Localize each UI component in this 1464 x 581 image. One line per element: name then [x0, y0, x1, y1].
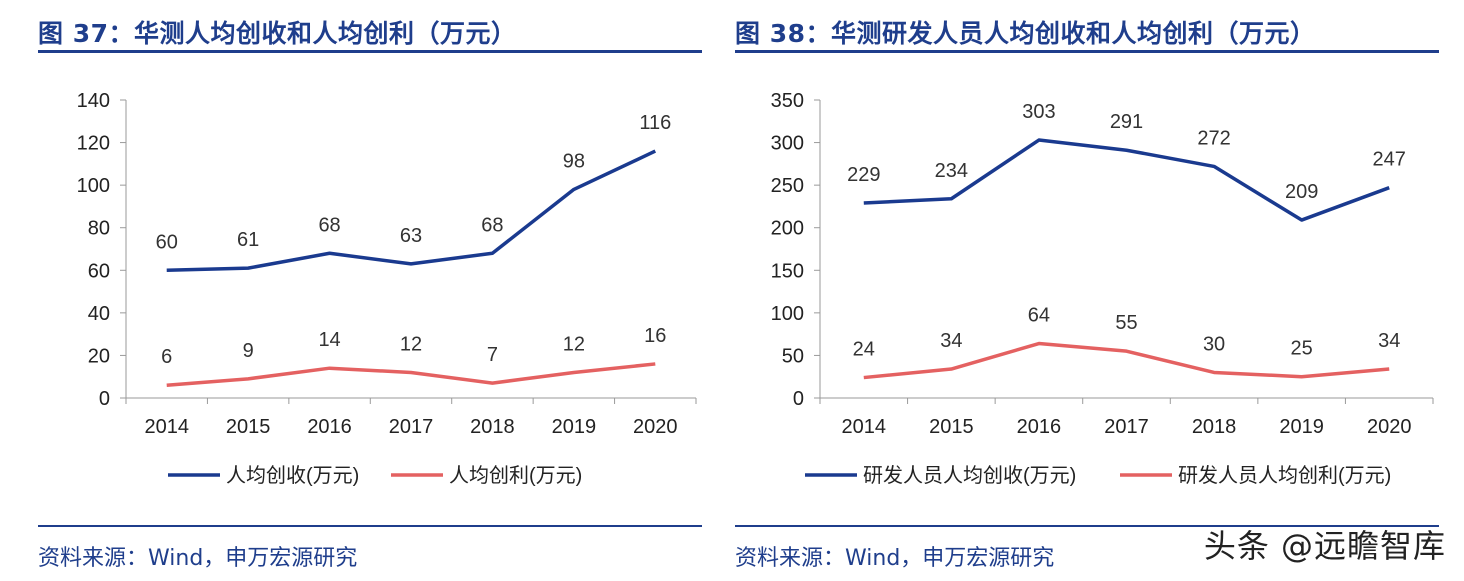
title-rule	[735, 50, 1439, 53]
x-tick-label: 2019	[552, 416, 597, 438]
data-label: 63	[400, 225, 422, 247]
y-tick-label: 300	[771, 133, 804, 155]
x-tick-label: 2015	[929, 416, 974, 438]
data-label: 24	[853, 339, 875, 361]
data-label: 64	[1028, 305, 1050, 327]
x-tick-label: 2015	[226, 416, 271, 438]
data-label: 116	[639, 112, 671, 134]
series-line-1	[166, 362, 656, 387]
legend-label-0: 人均创收(万元)	[226, 464, 359, 487]
data-label: 272	[1197, 127, 1230, 149]
source-rule	[735, 525, 1439, 527]
data-label: 68	[318, 214, 340, 236]
x-tick-label: 2018	[1192, 416, 1237, 438]
data-label: 7	[487, 344, 498, 366]
chart-title: 图 38：华测研发人员人均创收和人均创利（万元）	[735, 19, 1316, 48]
data-label: 98	[563, 150, 585, 172]
chart-title: 图 37：华测人均创收和人均创利（万元）	[38, 19, 517, 48]
y-tick-label: 20	[88, 345, 110, 367]
y-tick-label: 100	[771, 303, 804, 325]
data-label: 9	[243, 340, 254, 362]
data-label: 68	[481, 214, 503, 236]
y-tick-label: 0	[99, 388, 110, 410]
data-label: 25	[1291, 338, 1313, 360]
y-tick-label: 80	[88, 218, 110, 240]
series-line-1	[863, 341, 1390, 380]
data-label: 229	[847, 164, 880, 186]
data-label: 12	[400, 333, 422, 355]
data-label: 16	[644, 325, 666, 347]
data-label: 303	[1022, 101, 1055, 123]
y-tick-label: 0	[793, 388, 804, 410]
data-label: 247	[1373, 149, 1406, 171]
watermark: 头条 @远瞻智库	[1203, 527, 1446, 565]
data-label: 60	[156, 231, 178, 253]
data-label: 34	[1378, 330, 1400, 352]
data-label: 209	[1285, 181, 1318, 203]
x-tick-label: 2020	[1367, 416, 1412, 438]
data-label: 12	[563, 333, 585, 355]
y-tick-label: 100	[77, 175, 110, 197]
x-tick-label: 2018	[470, 416, 515, 438]
y-tick-label: 120	[77, 133, 110, 155]
data-label: 14	[318, 329, 340, 351]
source-rule	[38, 525, 702, 527]
y-tick-label: 60	[88, 260, 110, 282]
data-label: 234	[935, 160, 968, 182]
series-line-0	[166, 149, 657, 273]
x-tick-label: 2014	[842, 416, 887, 438]
source-note: 资料来源：Wind，申万宏源研究	[735, 546, 1055, 571]
title-rule	[38, 50, 702, 53]
y-tick-label: 150	[771, 260, 804, 282]
data-label: 61	[237, 229, 259, 251]
x-tick-label: 2014	[144, 416, 189, 438]
y-tick-label: 350	[771, 90, 804, 112]
series-line-0	[863, 138, 1390, 222]
data-label: 30	[1203, 333, 1225, 355]
x-tick-label: 2017	[1104, 416, 1149, 438]
y-tick-label: 250	[771, 175, 804, 197]
line-chart-37: 0 20 40 60 80 100 120 140 2014 2015 2016 2017 2018 20…	[77, 90, 697, 487]
y-tick-label: 200	[771, 218, 804, 240]
y-tick-label: 40	[88, 303, 110, 325]
y-tick-label: 140	[77, 90, 110, 112]
x-tick-label: 2016	[307, 416, 352, 438]
x-tick-label: 2016	[1017, 416, 1062, 438]
x-tick-label: 2019	[1279, 416, 1324, 438]
legend-label-1: 人均创利(万元)	[449, 464, 582, 487]
source-note: 资料来源：Wind，申万宏源研究	[38, 546, 358, 571]
legend-label-0: 研发人员人均创收(万元)	[863, 464, 1076, 487]
x-tick-label: 2017	[389, 416, 434, 438]
data-label: 55	[1115, 312, 1137, 334]
y-tick-label: 50	[782, 345, 804, 367]
data-label: 34	[940, 330, 962, 352]
data-label: 291	[1110, 111, 1143, 133]
data-label: 6	[161, 346, 172, 368]
line-chart-38: 0 50 100 150 200 250 300 350 2014 2015 2016 2017 201…	[771, 90, 1434, 487]
legend-label-1: 研发人员人均创利(万元)	[1178, 464, 1391, 487]
x-tick-label: 2020	[633, 416, 678, 438]
